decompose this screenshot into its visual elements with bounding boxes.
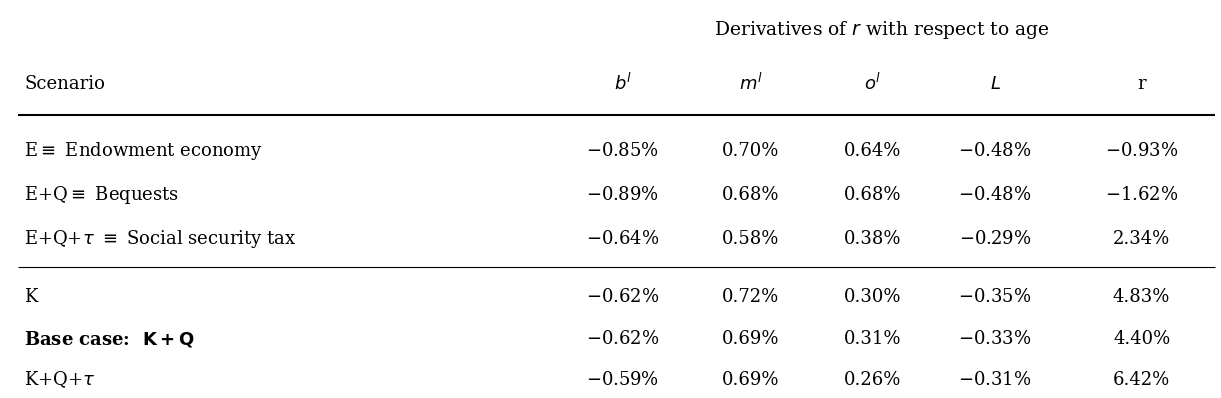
Text: $-$0.59%: $-$0.59%: [586, 371, 659, 389]
Text: $-$0.62%: $-$0.62%: [586, 330, 659, 348]
Text: 0.26%: 0.26%: [845, 371, 901, 389]
Text: $b^l$: $b^l$: [614, 73, 631, 94]
Text: 0.72%: 0.72%: [723, 287, 779, 306]
Text: $-$0.62%: $-$0.62%: [586, 287, 659, 306]
Text: $-$0.31%: $-$0.31%: [958, 371, 1032, 389]
Text: $-$0.89%: $-$0.89%: [586, 186, 659, 204]
Text: 4.83%: 4.83%: [1114, 287, 1170, 306]
Text: $m^l$: $m^l$: [739, 73, 763, 94]
Text: $-$0.33%: $-$0.33%: [958, 330, 1032, 348]
Text: Scenario: Scenario: [24, 74, 105, 93]
Text: $-$0.64%: $-$0.64%: [586, 230, 659, 248]
Text: 0.30%: 0.30%: [844, 287, 902, 306]
Text: E$\equiv$ Endowment economy: E$\equiv$ Endowment economy: [24, 140, 264, 162]
Text: $-$0.93%: $-$0.93%: [1105, 142, 1178, 160]
Text: 0.68%: 0.68%: [844, 186, 902, 204]
Text: $L$: $L$: [990, 74, 1000, 93]
Text: K+Q+$\tau$: K+Q+$\tau$: [24, 370, 95, 390]
Text: Derivatives of $r$ with respect to age: Derivatives of $r$ with respect to age: [714, 19, 1050, 41]
Text: $-$0.35%: $-$0.35%: [958, 287, 1032, 306]
Text: $-$0.85%: $-$0.85%: [586, 142, 659, 160]
Text: 0.70%: 0.70%: [723, 142, 779, 160]
Text: $-$1.62%: $-$1.62%: [1105, 186, 1178, 204]
Text: 6.42%: 6.42%: [1114, 371, 1170, 389]
Text: 0.31%: 0.31%: [844, 330, 902, 348]
Text: 0.69%: 0.69%: [722, 371, 780, 389]
Text: $-$0.48%: $-$0.48%: [958, 142, 1032, 160]
Text: $o^l$: $o^l$: [864, 73, 882, 94]
Text: 0.68%: 0.68%: [722, 186, 780, 204]
Text: $-$0.29%: $-$0.29%: [958, 230, 1032, 248]
Text: 2.34%: 2.34%: [1114, 230, 1170, 248]
Text: K: K: [24, 287, 38, 306]
Text: 0.69%: 0.69%: [722, 330, 780, 348]
Text: 0.64%: 0.64%: [845, 142, 901, 160]
Text: 0.38%: 0.38%: [844, 230, 902, 248]
Text: 4.40%: 4.40%: [1114, 330, 1170, 348]
Text: $-$0.48%: $-$0.48%: [958, 186, 1032, 204]
Text: E+Q+$\tau$ $\equiv$ Social security tax: E+Q+$\tau$ $\equiv$ Social security tax: [24, 228, 297, 250]
Text: Base case:  $\mathbf{K+Q}$: Base case: $\mathbf{K+Q}$: [24, 329, 195, 349]
Text: r: r: [1137, 74, 1147, 93]
Text: 0.58%: 0.58%: [723, 230, 779, 248]
Text: E+Q$\equiv$ Bequests: E+Q$\equiv$ Bequests: [24, 184, 179, 206]
